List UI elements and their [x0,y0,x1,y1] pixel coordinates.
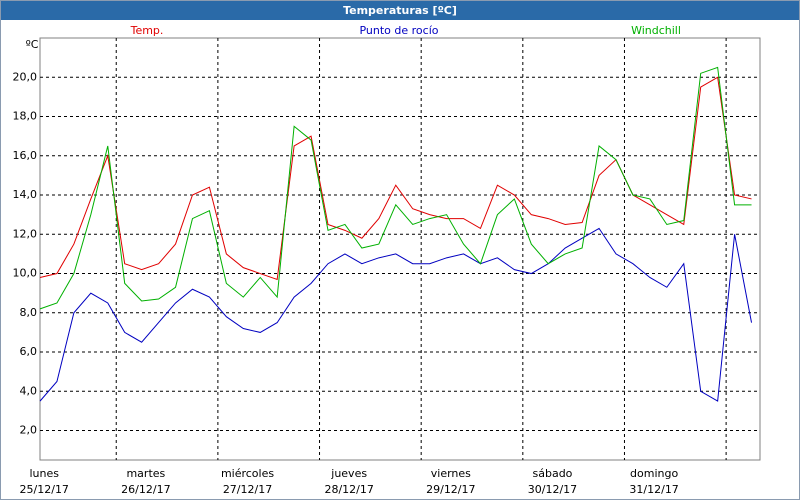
series-line [39,66,752,310]
plot-area [39,37,761,461]
x-tick-label: viernes [431,467,471,480]
y-tick-label: 16,0 [13,149,38,162]
x-tick-date: 28/12/17 [324,483,373,496]
x-tick-date: 29/12/17 [426,483,475,496]
x-tick-label: martes [126,467,165,480]
chart-title: Temperaturas [ºC] [343,4,457,17]
x-tick-label: domingo [630,467,678,480]
x-tick-label: sábado [533,467,573,480]
y-tick-label: 14,0 [13,188,38,201]
x-tick-date: 25/12/17 [20,483,69,496]
y-tick-label: 20,0 [13,70,38,83]
y-tick-label: 18,0 [13,110,38,123]
y-tick-label: 4,0 [20,384,38,397]
x-tick-label: jueves [330,467,367,480]
y-tick-label: 8,0 [20,306,38,319]
title-bar [1,1,799,20]
x-tick-label: miércoles [221,467,274,480]
legend-entry: Windchill [631,24,681,37]
x-tick-label: lunes [29,467,59,480]
y-tick-label: 2,0 [20,424,38,437]
series-line [39,227,753,402]
x-tick-date: 31/12/17 [629,483,678,496]
legend-entry: Temp. [130,24,164,37]
y-tick-label: 6,0 [20,345,38,358]
x-tick-date: 27/12/17 [223,483,272,496]
y-tick-label: 12,0 [13,227,38,240]
y-tick-label: 10,0 [13,267,38,280]
x-tick-date: 30/12/17 [528,483,577,496]
y-unit: ºC [26,38,39,51]
x-tick-date: 26/12/17 [121,483,170,496]
legend-entry: Punto de rocío [359,24,438,37]
